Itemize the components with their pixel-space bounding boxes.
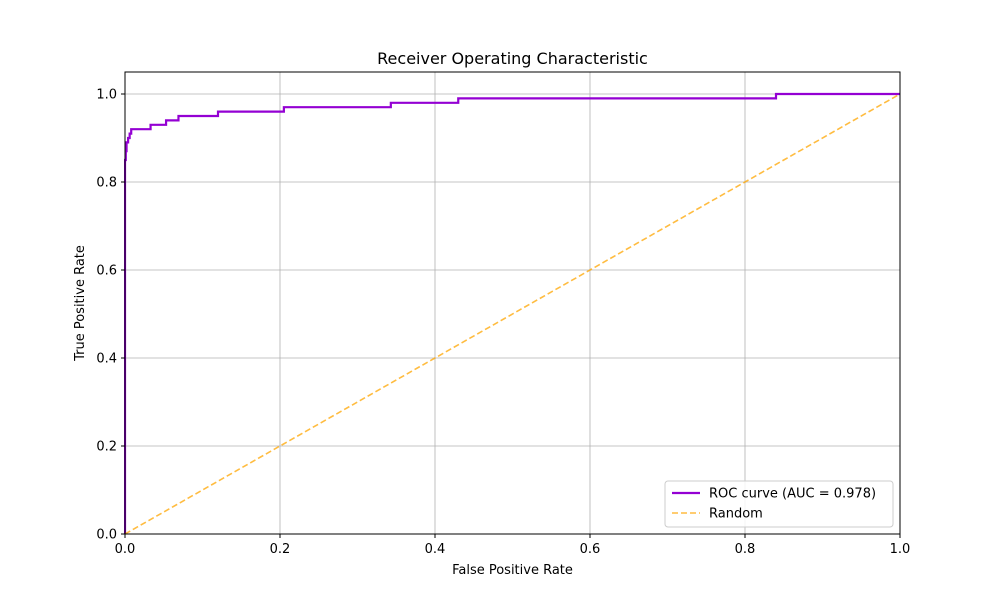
x-tick-label: 0.8	[735, 542, 756, 557]
x-tick-label: 0.0	[115, 542, 136, 557]
roc-curve-line	[124, 92, 900, 534]
x-tick-label: 0.4	[425, 542, 446, 557]
x-axis-label: False Positive Rate	[452, 563, 573, 578]
chart-title: Receiver Operating Characteristic	[377, 49, 648, 68]
y-tick-label: 0.4	[96, 352, 117, 367]
legend-random-label: Random	[709, 507, 763, 522]
y-tick-label: 0.6	[96, 264, 117, 279]
x-tick-label: 0.2	[270, 542, 291, 557]
y-tick-label: 0.0	[96, 528, 117, 543]
legend-box	[664, 480, 894, 528]
y-tick-label: 0.8	[96, 176, 117, 191]
y-axis-label: True Positive Rate	[73, 245, 88, 362]
legend-roc-label: ROC curve (AUC = 0.978)	[709, 487, 876, 502]
axes-frame	[124, 71, 901, 535]
plot-area	[125, 72, 900, 534]
y-tick-label: 0.2	[96, 440, 117, 455]
y-tick-label: 1.0	[96, 88, 117, 103]
random-baseline-line	[124, 93, 901, 535]
x-tick-label: 1.0	[890, 542, 911, 557]
x-tick-label: 0.6	[580, 542, 601, 557]
